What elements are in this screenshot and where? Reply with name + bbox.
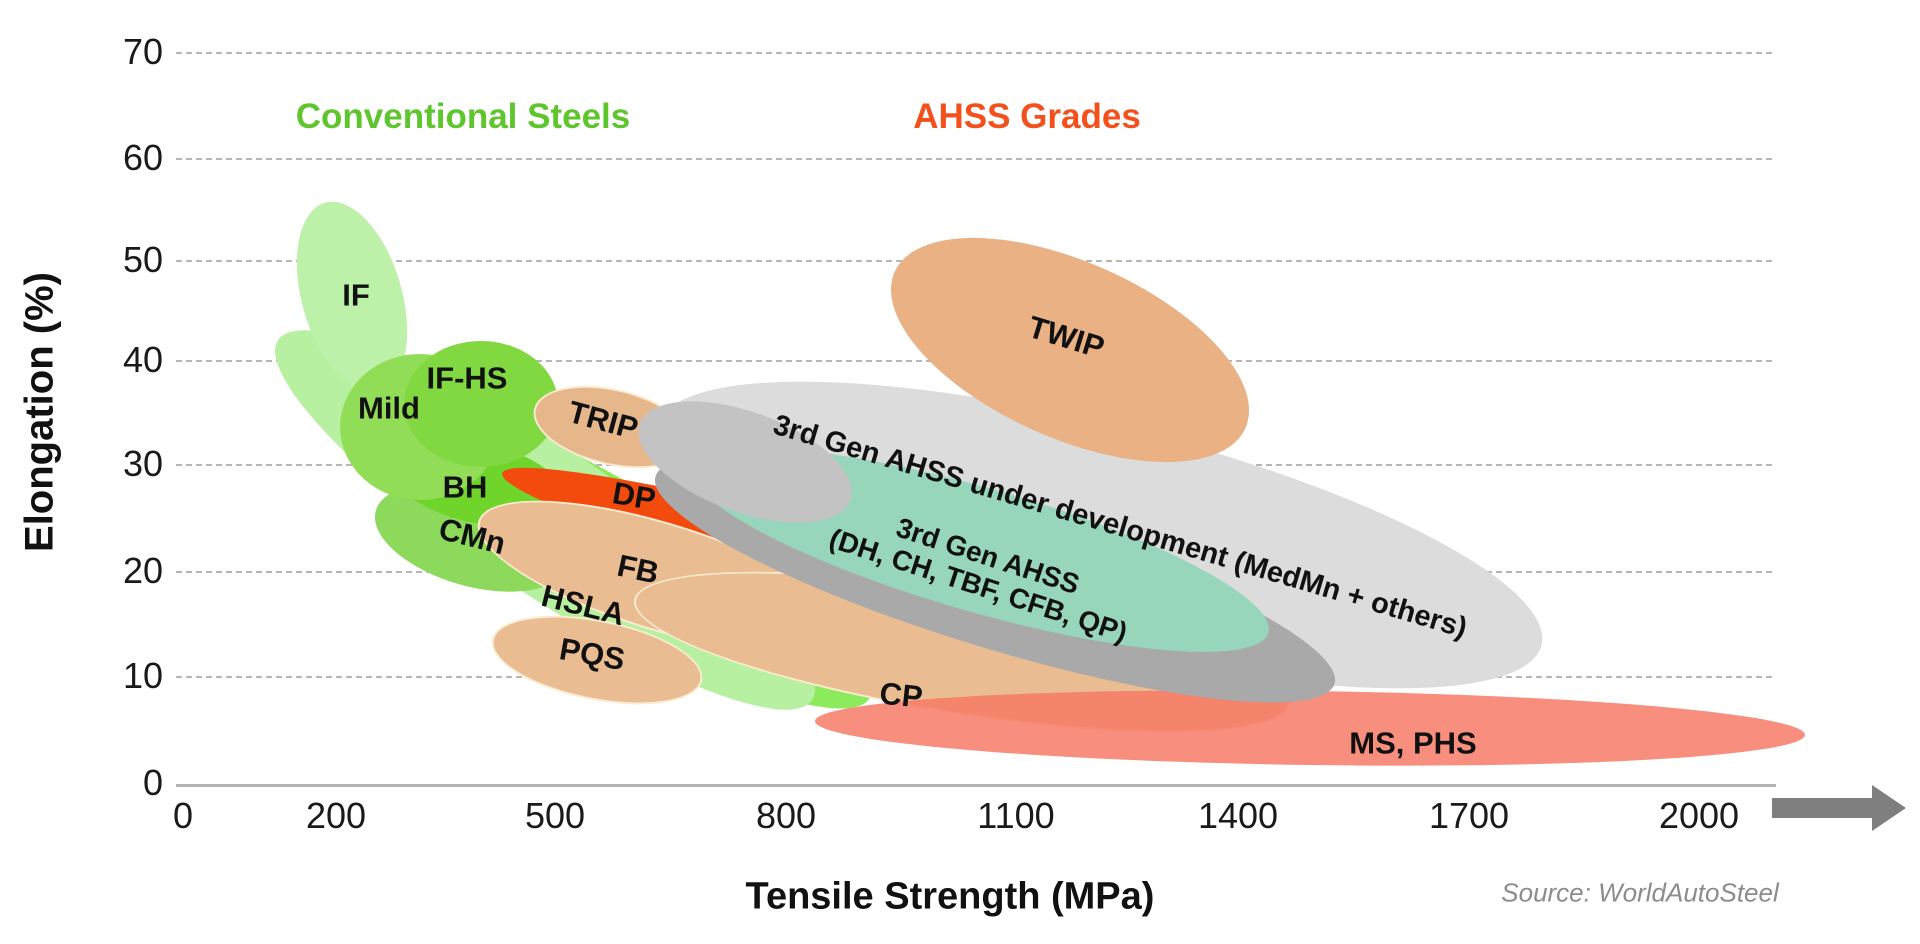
y-tick-label-40: 40	[122, 339, 163, 380]
y-axis-title: Elongation (%)	[17, 272, 62, 552]
x-tick-label-500: 500	[524, 795, 586, 836]
region-label-ms-phs: MS, PHS	[1349, 725, 1477, 762]
region-label-line: IF	[342, 277, 370, 313]
region-label-line: IF-HS	[426, 360, 508, 396]
x-axis-arrow-icon	[1772, 798, 1874, 818]
x-tick-label-1100: 1100	[977, 795, 1055, 836]
x-tick-label-200: 200	[305, 795, 367, 836]
x-tick-label-1400: 1400	[1197, 795, 1279, 836]
legend-ahss-grades: AHSS Grades	[913, 97, 1141, 136]
x-axis-line	[176, 784, 1776, 787]
region-label-if: IF	[342, 277, 370, 314]
x-tick-label-2000: 2000	[1658, 795, 1740, 836]
source-credit: Source: WorldAutoSteel	[1501, 877, 1779, 908]
region-if-hs	[404, 341, 558, 467]
region-label-dp: DP	[609, 475, 659, 518]
gridline-y-70	[176, 52, 1772, 54]
y-tick-label-0: 0	[142, 762, 163, 803]
region-label-if-hs: IF-HS	[426, 360, 508, 397]
x-tick-label-0: 0	[172, 795, 194, 836]
region-label-line: DP	[609, 475, 659, 518]
region-label-cp: CP	[877, 675, 925, 715]
region-label-line: CP	[877, 675, 925, 715]
region-label-line: MS, PHS	[1349, 725, 1477, 761]
y-tick-label-50: 50	[122, 239, 163, 280]
y-tick-label-10: 10	[122, 655, 163, 696]
x-tick-label-800: 800	[755, 795, 817, 836]
y-tick-label-30: 30	[122, 443, 163, 484]
region-label-line: BH	[442, 469, 488, 505]
region-label-bh: BH	[442, 469, 488, 506]
x-axis-title: Tensile Strength (MPa)	[745, 875, 1155, 918]
y-tick-label-60: 60	[122, 137, 163, 178]
x-tick-label-1700: 1700	[1428, 795, 1510, 836]
x-axis-arrow-head-icon	[1872, 785, 1906, 831]
y-tick-label-70: 70	[122, 31, 163, 72]
region-label-mild: Mild	[358, 390, 420, 427]
gridline-y-60	[176, 158, 1772, 160]
y-tick-label-20: 20	[122, 550, 163, 591]
region-label-line: Mild	[358, 390, 420, 426]
legend-conventional-steels: Conventional Steels	[295, 97, 631, 136]
